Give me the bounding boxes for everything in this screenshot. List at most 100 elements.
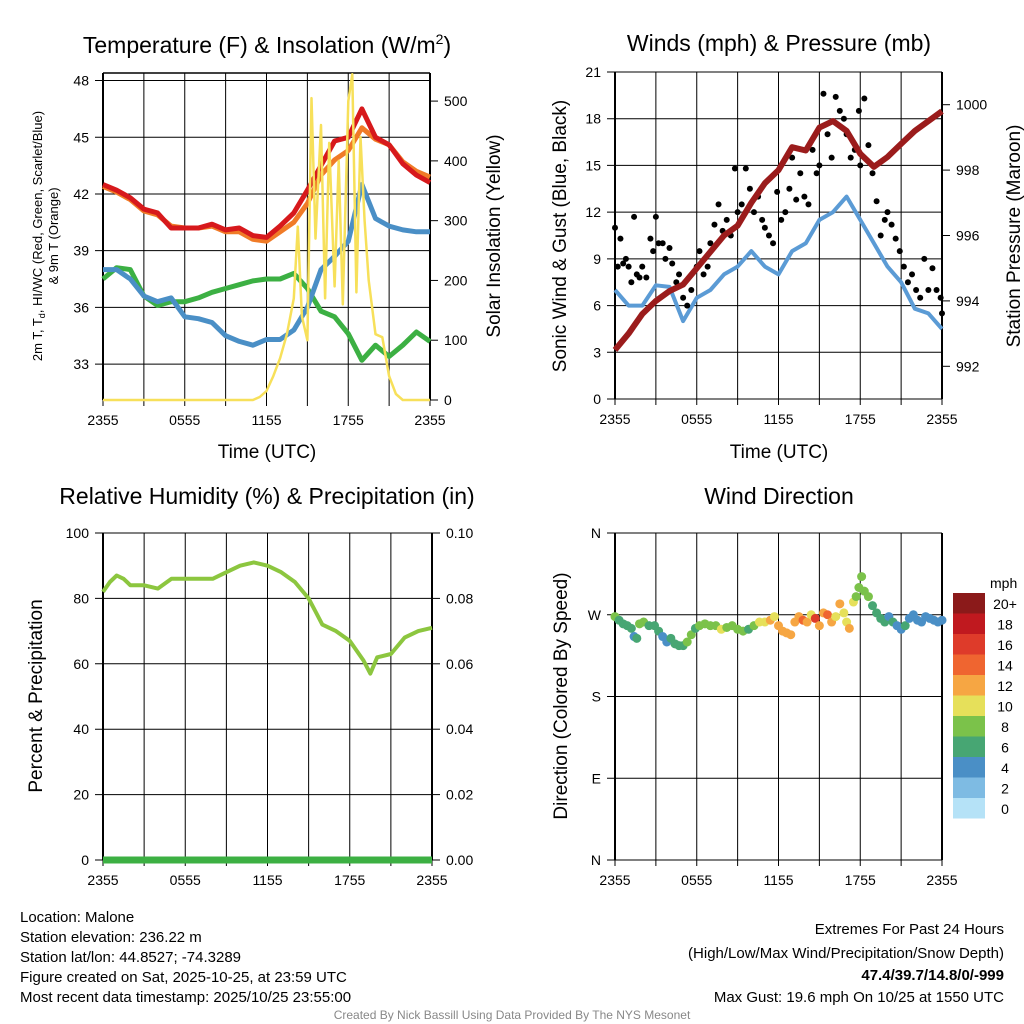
gust-point	[888, 221, 895, 228]
colorbar-label: 12	[997, 678, 1013, 694]
colorbar-label: 16	[997, 637, 1013, 653]
precip-y2tick-label: 0.08	[446, 590, 473, 606]
gust-point	[877, 232, 884, 239]
gust-point	[824, 131, 831, 138]
wind-ytick-label: 18	[585, 111, 601, 127]
wind-direction-point	[835, 599, 845, 609]
gust-point	[715, 201, 722, 208]
temp-ytick-label: 45	[73, 129, 89, 145]
wind-direction-point	[937, 615, 947, 625]
wind-direction-point	[814, 621, 824, 631]
winds-ylabel: Sonic Wind & Gust (Blue, Black)	[550, 100, 571, 372]
gust-point	[786, 185, 793, 192]
rh-xtick-label: 1755	[334, 872, 365, 888]
gust-point	[700, 271, 707, 278]
gust-point	[770, 240, 777, 247]
rh-ylabel: Percent & Precipitation	[26, 599, 47, 792]
gust-point	[666, 244, 673, 251]
elevation-text: Station elevation: 236.22 m	[20, 929, 202, 946]
pressure-y2tick-label: 992	[956, 358, 980, 374]
gust-point	[750, 209, 757, 216]
wind-direction-point	[857, 572, 867, 582]
wdir-ylabel: Direction (Colored By Speed)	[551, 572, 572, 819]
gust-point	[805, 201, 812, 208]
gust-point	[738, 201, 745, 208]
wind-direction-point	[802, 617, 812, 627]
wind-direction-point	[810, 613, 820, 623]
colorbar-swatch	[953, 654, 985, 675]
gust-point	[707, 240, 714, 247]
temp-xtick-label: 1155	[251, 412, 281, 428]
gust-point	[778, 216, 785, 223]
gust-point	[774, 188, 781, 195]
wind-direction-point	[823, 610, 833, 620]
colorbar-swatch	[953, 695, 985, 716]
gust-point	[617, 235, 624, 242]
gust-point	[937, 294, 944, 301]
gust-point	[797, 170, 804, 177]
temp-xtick-label: 2355	[414, 412, 445, 428]
solar-y2tick-label: 400	[444, 153, 468, 169]
temp-ylabel-line2: & 9m T (Orange)	[46, 187, 61, 284]
sonic-wind-line	[613, 194, 944, 331]
gust-point	[734, 209, 741, 216]
gust-point	[643, 274, 650, 281]
wind-direction-point	[686, 630, 696, 640]
gust-point	[840, 115, 847, 122]
solar-y2tick-label: 100	[444, 332, 468, 348]
wind-direction-point	[900, 621, 910, 631]
rh-ytick-label: 100	[66, 525, 90, 541]
gust-point	[612, 224, 618, 231]
gust-point	[659, 240, 666, 247]
wdir-ytick-label: N	[591, 852, 601, 868]
gust-point	[933, 287, 940, 293]
rh-xtick-label: 0555	[170, 872, 201, 888]
gust-point	[813, 170, 820, 177]
wind-direction-point	[786, 630, 796, 640]
wind-direction-point	[868, 601, 878, 611]
extremes-values: 47.4/39.7/14.8/0/-999	[861, 967, 1004, 984]
gust-point	[929, 265, 936, 272]
temp-ytick-label: 39	[73, 243, 89, 259]
gust-point	[939, 310, 945, 317]
colorbar-swatch	[953, 757, 985, 778]
colorbar-swatch	[953, 593, 985, 614]
gust-point	[789, 154, 796, 161]
wdir-ytick-label: E	[592, 770, 601, 786]
wdir-xtick-label: 2355	[599, 872, 630, 888]
gust-point	[650, 248, 657, 255]
rh-xtick-label: 1155	[252, 872, 282, 888]
temp-xtick-label: 1755	[333, 412, 364, 428]
rh-xtick-label: 2355	[416, 872, 447, 888]
gust-point	[684, 302, 691, 309]
wind-xtick-label: 1755	[845, 411, 876, 427]
gust-point	[869, 170, 876, 177]
precip-y2tick-label: 0.00	[446, 852, 473, 868]
recent-data-text: Most recent data timestamp: 2025/10/25 2…	[20, 989, 351, 1006]
wind-direction-point	[682, 637, 692, 647]
gust-point	[820, 90, 827, 97]
gust-point	[836, 107, 843, 114]
colorbar-label: 2	[1001, 781, 1009, 797]
pressure-y2tick-label: 1000	[956, 97, 987, 113]
wind-direction-point	[769, 612, 779, 622]
rh-xtick-label: 2355	[87, 872, 118, 888]
temp-ytick-label: 48	[73, 73, 89, 89]
colorbar-swatch	[953, 634, 985, 655]
winds-chart-title: Winds (mph) & Pressure (mb)	[627, 30, 931, 56]
temp-ytick-label: 36	[73, 299, 89, 315]
wdir-xtick-label: 2355	[926, 872, 957, 888]
rh-ytick-label: 60	[73, 656, 89, 672]
pressure-y2tick-label: 998	[956, 162, 980, 178]
temp-xtick-label: 2355	[87, 412, 118, 428]
solar-y2tick-label: 500	[444, 93, 468, 109]
rh-ytick-label: 80	[73, 590, 89, 606]
wind-direction-point	[844, 623, 854, 633]
gust-point	[622, 255, 629, 262]
rh-ytick-label: 40	[73, 721, 89, 737]
latlon-text: Station lat/lon: 44.8527; -74.3289	[20, 949, 241, 966]
colorbar-swatch	[953, 716, 985, 737]
extremes-title: Extremes For Past 24 Hours	[815, 921, 1004, 938]
temp-ytick-label: 42	[73, 186, 89, 202]
wdir-ytick-label: S	[592, 689, 601, 705]
